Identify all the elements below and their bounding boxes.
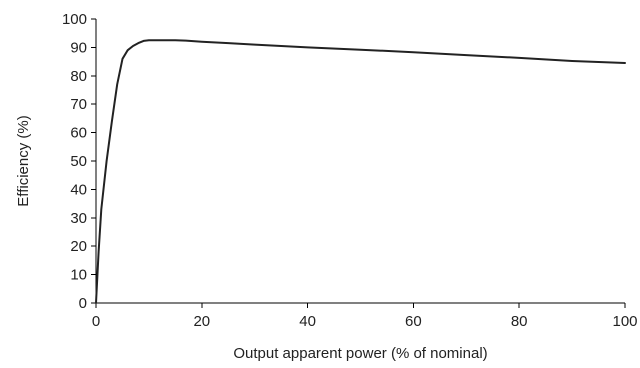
- x-tick-label: 20: [193, 313, 210, 330]
- y-tick-label: 90: [70, 39, 87, 56]
- x-axis-ticks: 0 20 40 60 80 100: [92, 303, 638, 330]
- y-axis-ticks: 0 10 20 30 40 50 60 70 80 90 100: [62, 11, 96, 312]
- y-tick-label: 10: [70, 267, 87, 284]
- y-tick-label: 0: [79, 295, 87, 312]
- y-tick-label: 70: [70, 96, 87, 113]
- x-tick-label: 0: [92, 313, 100, 330]
- efficiency-series-line: [95, 39, 626, 304]
- y-tick-label: 30: [70, 210, 87, 227]
- x-tick-label: 100: [612, 313, 637, 330]
- y-axis-title: Efficiency (%): [15, 115, 32, 206]
- x-tick-label: 60: [405, 313, 422, 330]
- y-tick-label: 80: [70, 68, 87, 85]
- y-tick-label: 20: [70, 238, 87, 255]
- y-tick-label: 50: [70, 153, 87, 170]
- y-tick-label: 40: [70, 181, 87, 198]
- x-tick-label: 80: [511, 313, 528, 330]
- y-tick-label: 100: [62, 11, 87, 28]
- x-tick-label: 40: [299, 313, 316, 330]
- x-axis-title: Output apparent power (% of nominal): [233, 345, 487, 362]
- y-tick-label: 60: [70, 125, 87, 142]
